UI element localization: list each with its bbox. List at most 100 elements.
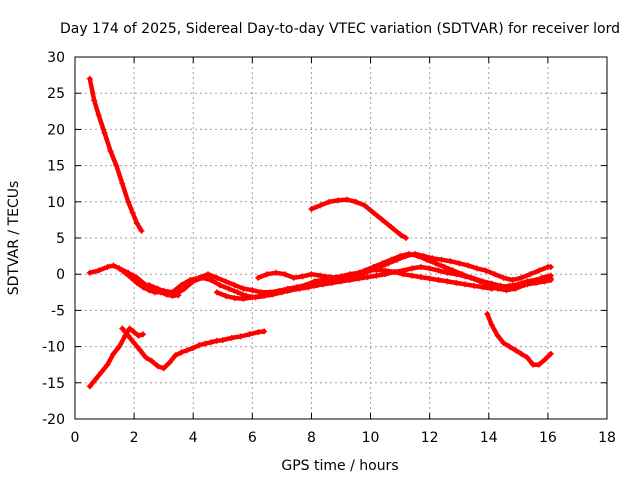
- data-point: [213, 337, 220, 344]
- data-point: [379, 260, 386, 267]
- data-point: [506, 343, 513, 350]
- data-point: [302, 284, 309, 291]
- data-point: [462, 281, 469, 288]
- data-point: [137, 347, 144, 354]
- y-tick-label: -20: [42, 412, 65, 428]
- data-point: [172, 291, 179, 298]
- data-point: [361, 202, 368, 209]
- data-point: [178, 282, 185, 289]
- data-point: [438, 256, 445, 263]
- data-point: [125, 198, 132, 205]
- data-point: [95, 267, 102, 274]
- data-point: [453, 271, 460, 278]
- data-point: [426, 265, 433, 272]
- data-point: [352, 271, 359, 278]
- data-point: [435, 276, 442, 283]
- data-point: [222, 278, 229, 285]
- data-point: [258, 292, 265, 299]
- data-point: [435, 267, 442, 274]
- data-point: [370, 209, 377, 216]
- data-point: [116, 343, 123, 350]
- data-point: [299, 273, 306, 280]
- data-point: [352, 198, 359, 205]
- y-tick-label: 30: [47, 50, 65, 66]
- data-point: [225, 285, 232, 292]
- data-point: [255, 329, 262, 336]
- data-point: [397, 253, 404, 260]
- data-point: [116, 265, 123, 272]
- y-tick-label: 25: [47, 86, 65, 102]
- y-tick-label: 15: [47, 159, 65, 175]
- data-point: [471, 275, 477, 282]
- series-arc-9: [309, 197, 409, 241]
- x-axis-label: GPS time / hours: [281, 458, 398, 474]
- data-point: [536, 361, 543, 368]
- data-point: [364, 274, 371, 281]
- data-point: [308, 206, 315, 213]
- data-point: [518, 350, 525, 357]
- data-point: [249, 287, 256, 294]
- data-point: [408, 265, 415, 272]
- data-point: [163, 289, 170, 296]
- data-point: [125, 332, 132, 339]
- data-point: [190, 345, 197, 352]
- data-point: [267, 291, 274, 298]
- data-point: [240, 295, 247, 302]
- data-point: [400, 267, 407, 274]
- data-point: [391, 269, 398, 276]
- data-point: [86, 383, 93, 390]
- data-point: [172, 352, 179, 359]
- x-tick-label: 2: [130, 430, 139, 446]
- data-point: [512, 347, 519, 354]
- data-point: [484, 311, 491, 318]
- x-tick-label: 0: [71, 430, 80, 446]
- data-point: [125, 269, 132, 276]
- data-point: [110, 262, 117, 269]
- data-point: [541, 278, 548, 285]
- data-point: [482, 267, 489, 274]
- data-point: [524, 354, 531, 361]
- y-axis-label: SDTVAR / TECUs: [6, 181, 22, 296]
- data-point: [471, 282, 477, 289]
- data-point: [207, 276, 214, 283]
- data-point: [166, 359, 173, 366]
- data-point: [408, 272, 415, 279]
- data-point: [317, 272, 324, 279]
- x-tick-label: 16: [539, 430, 557, 446]
- data-point: [527, 271, 534, 278]
- data-point: [417, 274, 424, 281]
- data-point: [488, 321, 495, 328]
- data-point: [346, 276, 353, 283]
- data-point: [178, 349, 185, 356]
- data-point: [249, 294, 256, 301]
- data-series: [86, 75, 554, 390]
- data-point: [379, 216, 386, 223]
- data-point: [231, 295, 238, 302]
- data-point: [388, 224, 395, 231]
- data-point: [284, 287, 291, 294]
- data-point: [479, 284, 486, 291]
- data-point: [134, 279, 141, 286]
- x-tick-label: 14: [480, 430, 498, 446]
- data-point: [184, 347, 191, 354]
- data-point: [131, 339, 138, 346]
- data-point: [509, 276, 516, 283]
- chart-title: Day 174 of 2025, Sidereal Day-to-day VTE…: [60, 21, 620, 37]
- x-tick-label: 18: [598, 430, 616, 446]
- data-point: [518, 274, 525, 281]
- x-tick-label: 8: [307, 430, 316, 446]
- data-point: [414, 253, 421, 260]
- data-point: [453, 279, 460, 286]
- data-point: [95, 111, 102, 118]
- data-point: [240, 285, 247, 292]
- data-point: [98, 368, 105, 375]
- data-point: [104, 361, 111, 368]
- x-tick-label: 12: [421, 430, 439, 446]
- data-point: [370, 263, 377, 270]
- data-point: [441, 263, 448, 270]
- data-point: [196, 342, 203, 349]
- x-tick-label: 4: [189, 430, 198, 446]
- data-point: [234, 289, 241, 296]
- data-point: [107, 148, 114, 155]
- data-point: [190, 278, 197, 285]
